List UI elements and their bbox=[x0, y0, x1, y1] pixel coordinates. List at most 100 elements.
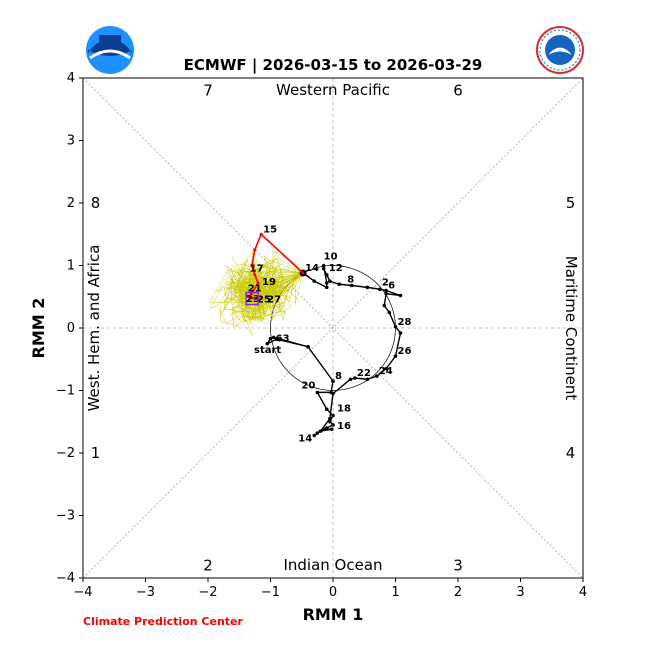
ensemble-line bbox=[225, 260, 304, 299]
observed-point bbox=[324, 273, 329, 277]
ensemble-line bbox=[236, 249, 304, 322]
x-tick-label: 1 bbox=[391, 585, 399, 600]
phase-label: 1 bbox=[91, 444, 101, 462]
observed-point bbox=[324, 426, 329, 430]
phase-label: 3 bbox=[453, 557, 463, 575]
ensemble-line bbox=[218, 264, 304, 318]
phase-label: 4 bbox=[566, 444, 576, 462]
y-tick-label: −2 bbox=[56, 446, 75, 461]
ensemble-members bbox=[209, 246, 304, 336]
ensemble-line bbox=[232, 267, 304, 316]
observed-point bbox=[268, 336, 273, 341]
observed-point bbox=[365, 377, 370, 382]
observed-point bbox=[321, 263, 326, 268]
observed-point bbox=[321, 266, 326, 271]
observed-point bbox=[331, 379, 335, 383]
observed-point bbox=[318, 429, 323, 433]
observed-point bbox=[393, 354, 398, 358]
observed-point bbox=[398, 293, 403, 298]
y-tick-label: −3 bbox=[56, 509, 75, 524]
observed-point bbox=[321, 427, 326, 432]
forecast-point bbox=[253, 297, 257, 301]
forecast-day-label: 21 bbox=[248, 284, 262, 295]
forecast-day-label: 25 bbox=[257, 295, 271, 306]
nws-logo bbox=[536, 26, 584, 74]
x-tick-label: −3 bbox=[136, 585, 155, 600]
forecast-day-label: 17 bbox=[250, 264, 264, 275]
region-left: West. Hem. and Africa bbox=[85, 245, 103, 412]
forecast-point bbox=[259, 232, 263, 236]
forecast-day-label: 23 bbox=[246, 294, 260, 305]
y-tick-label: 4 bbox=[67, 71, 75, 86]
x-tick-label: 0 bbox=[329, 585, 337, 600]
observed-point bbox=[349, 283, 354, 288]
x-tick-label: 4 bbox=[579, 585, 587, 600]
guide-diagonal-up bbox=[82, 77, 584, 579]
region-top: Western Pacific bbox=[276, 81, 390, 99]
observed-day-label: 24 bbox=[379, 366, 393, 377]
observed-point bbox=[348, 377, 353, 382]
observed-point bbox=[374, 374, 379, 378]
observed-point bbox=[329, 427, 334, 432]
phase-label: 8 bbox=[91, 194, 101, 212]
observed-point bbox=[393, 324, 398, 329]
observed-day-label: 28 bbox=[398, 317, 412, 328]
region-right: Maritime Continent bbox=[562, 256, 580, 401]
forecast-day-label: 15 bbox=[263, 224, 277, 235]
forecast-point bbox=[256, 281, 260, 285]
x-tick-label: −1 bbox=[261, 585, 280, 600]
observed-day-label: 16 bbox=[337, 421, 351, 432]
observed-point bbox=[353, 376, 357, 380]
y-tick-label: 2 bbox=[67, 196, 75, 211]
observed-day-label: 2 bbox=[382, 277, 389, 288]
observed-day-label: start bbox=[254, 345, 281, 356]
observed-point bbox=[384, 291, 388, 296]
observed-day-label: 8 bbox=[335, 371, 342, 382]
observed-point bbox=[378, 287, 382, 292]
observed-point bbox=[387, 310, 392, 315]
forecast-point bbox=[250, 264, 254, 267]
observed-point bbox=[324, 407, 329, 412]
forecast-point bbox=[253, 248, 257, 252]
y-axis-label: RMM 2 bbox=[29, 298, 48, 359]
x-tick-label: −4 bbox=[73, 585, 92, 600]
observed-point bbox=[331, 413, 335, 418]
observed-point bbox=[315, 390, 320, 395]
y-tick-label: 0 bbox=[67, 321, 75, 336]
ensemble-line bbox=[226, 263, 304, 305]
observed-day-label: 20 bbox=[301, 380, 315, 391]
observed-point bbox=[274, 337, 279, 342]
observed-day-label: 63 bbox=[276, 333, 290, 344]
observed-point bbox=[365, 285, 370, 290]
observed-point bbox=[265, 341, 270, 346]
observed-point bbox=[324, 285, 329, 290]
observed-point bbox=[328, 419, 332, 424]
ensemble-line bbox=[223, 266, 304, 312]
phase-label: 2 bbox=[203, 557, 213, 575]
forecast-end-marker bbox=[245, 291, 259, 306]
y-tick-label: −1 bbox=[56, 384, 75, 399]
observed-point bbox=[271, 335, 276, 340]
observed-point bbox=[382, 303, 387, 308]
ensemble-line bbox=[234, 258, 304, 299]
observed-path bbox=[265, 265, 402, 437]
noaa-logo bbox=[86, 26, 134, 74]
x-axis-label: RMM 1 bbox=[303, 605, 364, 624]
region-bottom: Indian Ocean bbox=[283, 556, 382, 574]
forecast-point bbox=[247, 295, 251, 299]
forecast-point bbox=[259, 297, 263, 301]
observed-day-label: 10 bbox=[324, 252, 338, 263]
observed-point bbox=[384, 366, 388, 371]
observed-day-label: 26 bbox=[398, 346, 412, 357]
observed-point bbox=[384, 288, 388, 293]
observed-point bbox=[312, 433, 317, 438]
x-tick-label: −2 bbox=[198, 585, 217, 600]
observed-point bbox=[306, 344, 310, 349]
y-tick-label: −4 bbox=[56, 571, 75, 586]
observed-point bbox=[331, 391, 335, 396]
observed-point bbox=[312, 279, 317, 283]
y-tick-label: 1 bbox=[67, 259, 75, 274]
observed-day-label: 22 bbox=[357, 368, 371, 379]
